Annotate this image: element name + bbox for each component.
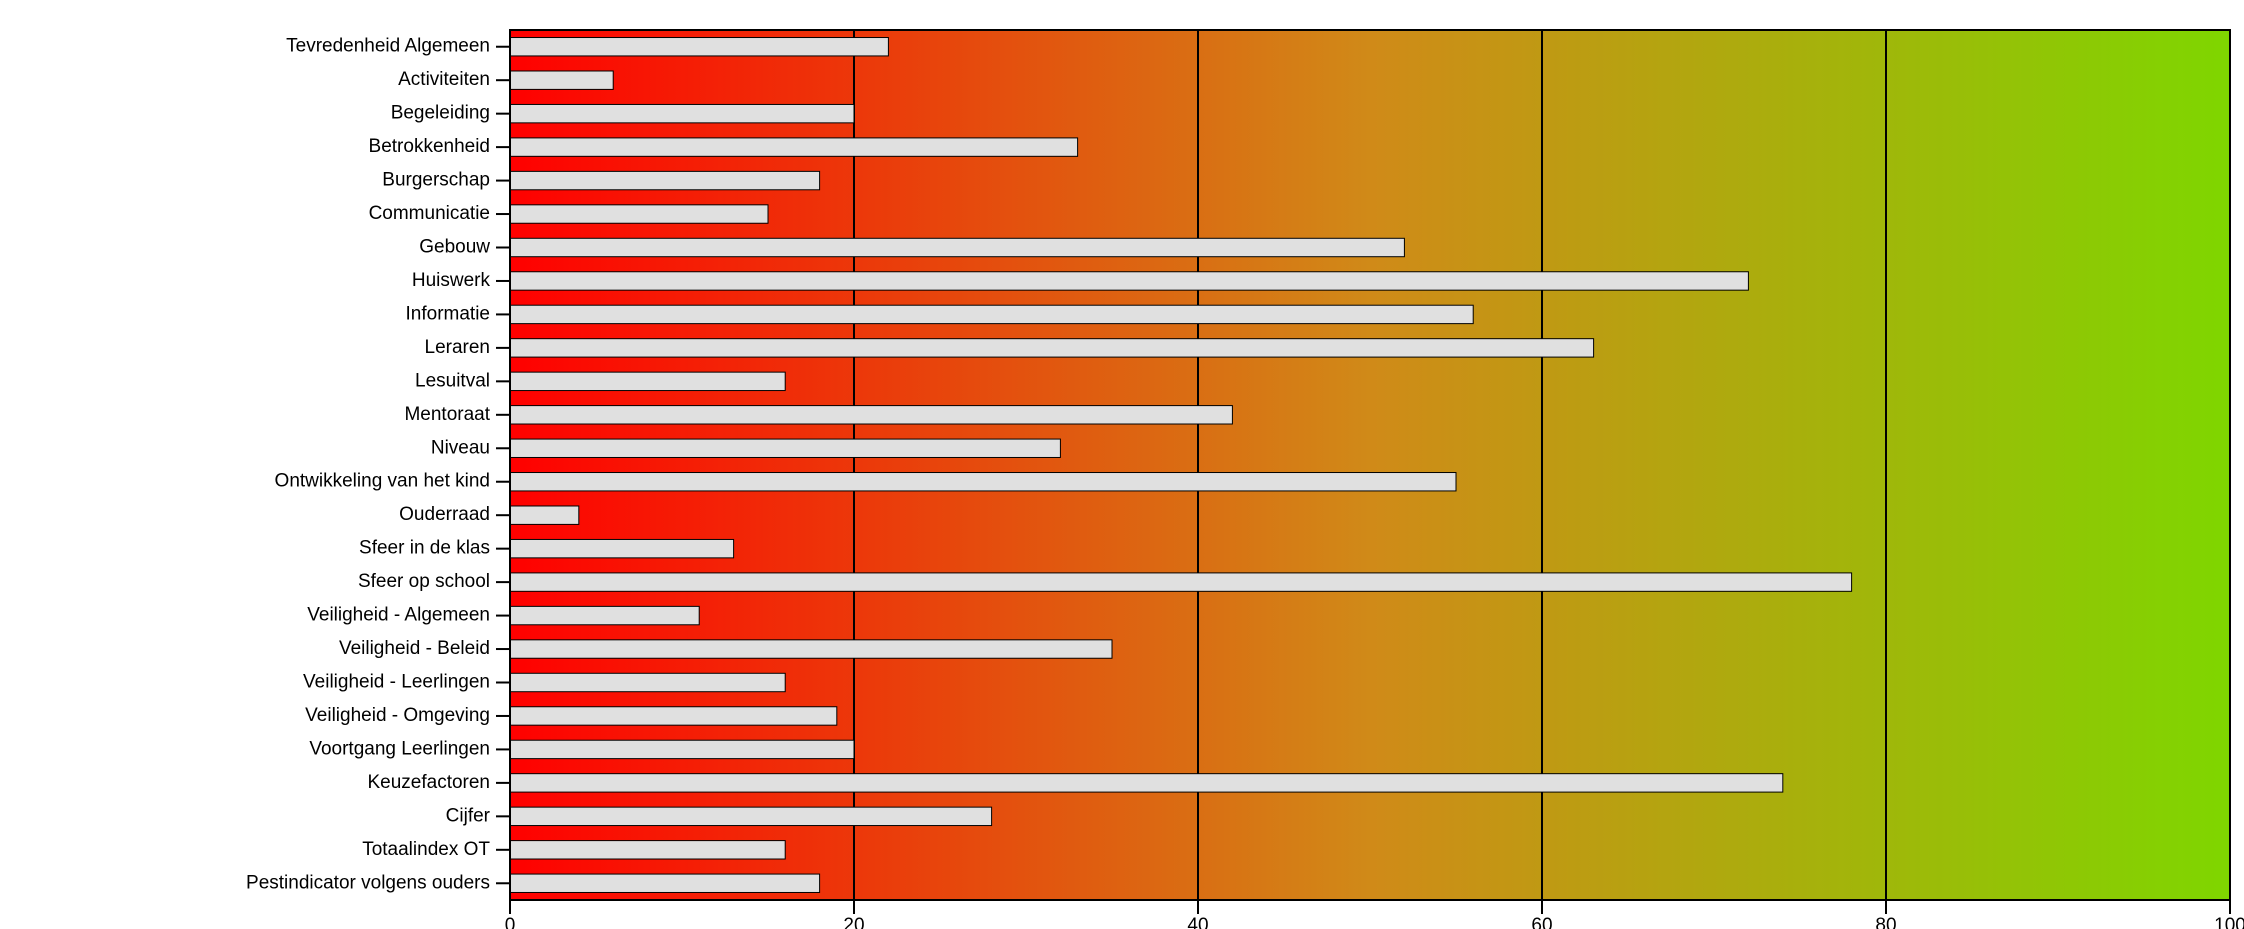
y-tick-label: Betrokkenheid (369, 136, 490, 157)
bar (510, 506, 579, 524)
x-tick-label: 60 (1531, 915, 1552, 929)
bar (510, 104, 854, 122)
bar (510, 339, 1594, 357)
y-tick-label: Veiligheid - Omgeving (305, 705, 490, 726)
y-tick-label: Voortgang Leerlingen (309, 738, 490, 759)
bar (510, 673, 785, 691)
x-tick-label: 0 (505, 915, 516, 929)
bar (510, 640, 1112, 658)
bar (510, 740, 854, 758)
bar (510, 807, 992, 825)
bar (510, 372, 785, 390)
bar (510, 406, 1232, 424)
bar (510, 439, 1060, 457)
y-tick-label: Gebouw (419, 237, 490, 258)
y-tick-label: Pestindicator volgens ouders (246, 872, 490, 893)
bar (510, 305, 1473, 323)
bar (510, 272, 1748, 290)
bar (510, 606, 699, 624)
y-tick-label: Totaalindex OT (362, 839, 490, 860)
bar (510, 539, 734, 557)
y-tick-label: Mentoraat (404, 404, 490, 425)
y-tick-label: Communicatie (369, 203, 490, 224)
y-tick-label: Ouderraad (399, 504, 490, 525)
y-tick-label: Lesuitval (415, 370, 490, 391)
y-tick-label: Informatie (406, 303, 490, 324)
y-tick-label: Activiteiten (398, 69, 490, 90)
bar (510, 71, 613, 89)
y-tick-label: Niveau (431, 437, 490, 458)
y-tick-label: Cijfer (446, 805, 491, 826)
y-tick-label: Huiswerk (412, 270, 491, 291)
bar (510, 138, 1078, 156)
bar (510, 238, 1404, 256)
y-tick-label: Burgerschap (382, 170, 490, 191)
bar (510, 874, 820, 892)
y-tick-label: Tevredenheid Algemeen (286, 36, 490, 57)
x-tick-label: 20 (843, 915, 864, 929)
y-tick-label: Begeleiding (391, 103, 490, 124)
x-tick-label: 80 (1875, 915, 1896, 929)
y-tick-label: Sfeer in de klas (359, 538, 490, 559)
bar (510, 171, 820, 189)
bar (510, 707, 837, 725)
y-tick-label: Sfeer op school (358, 571, 490, 592)
y-tick-label: Veiligheid - Algemeen (307, 605, 490, 626)
bar (510, 473, 1456, 491)
bar (510, 774, 1783, 792)
chart-container: Tevredenheid Algemeen Activiteiten Begelei… (0, 0, 2244, 929)
bar (510, 205, 768, 223)
y-tick-label: Ontwikkeling van het kind (275, 471, 490, 492)
bar-chart: Tevredenheid Algemeen Activiteiten Begelei… (0, 0, 2244, 929)
y-tick-label: Veiligheid - Leerlingen (303, 672, 490, 693)
x-tick-label: 40 (1187, 915, 1208, 929)
y-tick-label: Leraren (425, 337, 491, 358)
plot-background (510, 30, 2230, 900)
bar (510, 573, 1852, 591)
y-tick-label: Veiligheid - Beleid (339, 638, 490, 659)
x-tick-label: 100 (2214, 915, 2244, 929)
bar (510, 38, 888, 56)
y-tick-label: Keuzefactoren (367, 772, 490, 793)
bar (510, 841, 785, 859)
